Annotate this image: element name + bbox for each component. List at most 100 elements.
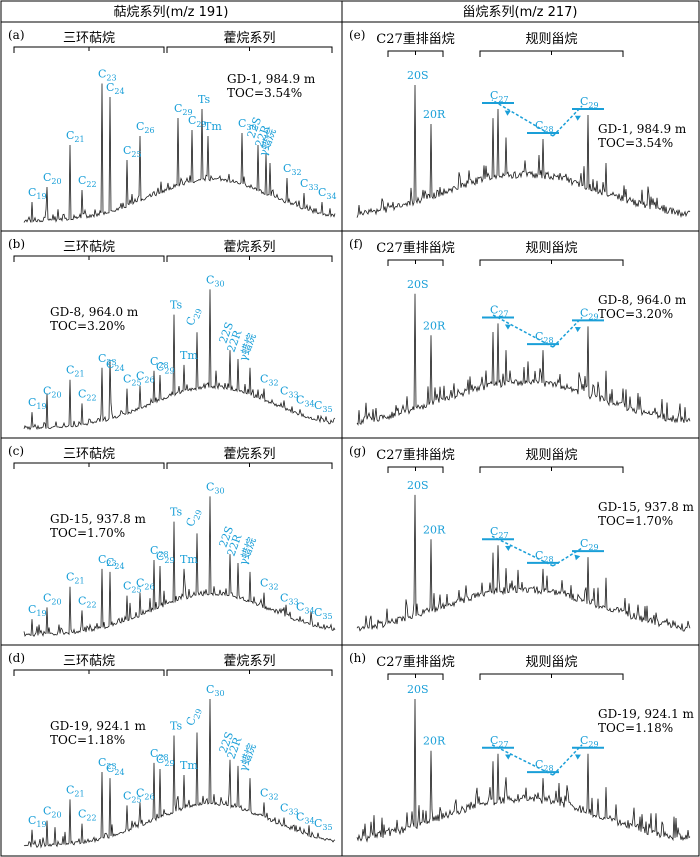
header-sterane-title: 甾烷系列(m/z 217): [463, 5, 578, 20]
hopane-group-label: 藿烷系列: [223, 31, 275, 46]
well-depth-label: GD-1, 984.9 m: [598, 122, 687, 136]
sterane-trace: [356, 494, 691, 632]
chromatogram-panel-b: (b) 三环萜烷 藿烷系列C19C20C21C22C23C24C25C26C28C2…: [8, 237, 336, 431]
arrow-c28-to-c29: [552, 547, 583, 567]
peak-label-c28: C28: [535, 758, 554, 773]
peak-label-c20: C20: [43, 591, 62, 606]
peak-label-tm: Tm: [180, 349, 198, 362]
peak-label-c29ts: C29: [184, 506, 204, 529]
regular-sterane-group-label: 规则甾烷: [525, 241, 577, 256]
peak-label-ts: Ts: [198, 93, 211, 106]
peak-label-c29: C29: [580, 306, 599, 321]
peak-label-c29: C29: [156, 550, 175, 565]
peak-label-c29: C29: [188, 114, 207, 129]
peak-label-c32: C32: [260, 373, 279, 388]
arrow-c28-to-c29: [552, 744, 583, 776]
peak-label-c25: C25: [123, 789, 142, 804]
toc-label: TOC=3.20%: [598, 307, 673, 321]
peak-label-c33: C33: [280, 384, 299, 399]
well-depth-label: GD-8, 964.0 m: [50, 305, 139, 319]
well-depth-label: GD-8, 964.0 m: [598, 293, 687, 307]
peak-label-c25: C25: [123, 373, 142, 388]
hopane-group-label: 藿烷系列: [223, 240, 275, 255]
peak-label-c21: C21: [66, 571, 85, 586]
peak-label-c29: C29: [174, 102, 193, 117]
peak-label-c33: C33: [280, 802, 299, 817]
peak-label-20r: 20R: [423, 523, 446, 536]
arrowhead-icon: [574, 115, 581, 121]
peak-label-c26: C26: [136, 577, 155, 592]
peak-label-c23: C23: [98, 756, 117, 771]
sterane-trace: [356, 698, 691, 843]
panel-label: (h): [349, 651, 366, 665]
peak-label-c24: C24: [106, 81, 125, 96]
panel-label: (g): [349, 444, 366, 458]
arrowhead-icon: [574, 754, 581, 760]
peak-label-c30: C30: [206, 273, 225, 288]
peak-label-c21: C21: [66, 783, 85, 798]
toc-label: TOC=1.18%: [50, 733, 125, 747]
peak-label-c28: C28: [535, 119, 554, 134]
peak-label-c35: C35: [314, 399, 333, 414]
tricyclic-group-label: 三环萜烷: [63, 31, 115, 46]
peak-label-c30: C30: [238, 117, 257, 132]
peak-label-c19: C19: [28, 814, 47, 829]
peak-label-c20: C20: [43, 384, 62, 399]
peak-label-c28: C28: [150, 544, 169, 559]
peak-label-20r: 20R: [423, 735, 446, 748]
peak-label-c29ts: C29: [184, 706, 204, 729]
chromatogram-panel-g: (g) C27重排甾烷 规则甾烷 20S 20R C27 C28 C29 GD-15, 937.…: [349, 444, 695, 632]
arrowhead-icon: [505, 754, 512, 760]
peak-label-20s: 20S: [407, 683, 429, 696]
panel-label: (b): [8, 237, 25, 251]
peak-label-c21: C21: [66, 129, 85, 144]
peak-label-c34: C34: [296, 811, 315, 826]
arrow-c28-to-c27: [491, 535, 554, 567]
peak-label-c33: C33: [280, 591, 299, 606]
peak-label-c32: C32: [260, 786, 279, 801]
peak-label-c19: C19: [28, 396, 47, 411]
panel-label: (a): [8, 28, 25, 42]
regular-sterane-group-label: 规则甾烷: [525, 655, 577, 670]
regular-sterane-group-label: 规则甾烷: [525, 32, 577, 47]
arrow-c28-to-c29: [552, 105, 583, 137]
peak-label-c25: C25: [123, 144, 142, 159]
peak-label-c22: C22: [78, 808, 97, 823]
peak-label-20s: 20S: [407, 278, 429, 291]
peak-label-c27: C27: [490, 525, 509, 540]
arrowhead-icon: [504, 110, 511, 116]
panel-label: (d): [8, 651, 25, 665]
peak-label-tm: Tm: [204, 120, 222, 133]
peak-label-c35: C35: [314, 817, 333, 832]
arrowhead-icon: [505, 545, 512, 551]
peak-label-c29: C29: [580, 734, 599, 749]
toc-label: TOC=3.20%: [50, 319, 125, 333]
peak-label-c28: C28: [150, 355, 169, 370]
panel-label: (f): [349, 237, 363, 251]
peak-label-c27: C27: [490, 89, 509, 104]
peak-label-c22: C22: [78, 387, 97, 402]
tricyclic-group-label: 三环萜烷: [63, 654, 115, 669]
terpane-trace: [23, 496, 336, 637]
peak-label-c34: C34: [296, 393, 315, 408]
chromatogram-panel-e: (e) C27重排甾烷 规则甾烷 20S 20R C27 C28 C29 GD-1, 984.9…: [349, 28, 691, 218]
well-depth-label: GD-19, 924.1 m: [50, 719, 147, 733]
peak-label-c30: C30: [206, 683, 225, 698]
peak-label-c33: C33: [300, 177, 319, 192]
peak-label-c29: C29: [156, 361, 175, 376]
peak-label-c29: C29: [156, 753, 175, 768]
peak-label-c34: C34: [296, 600, 315, 615]
terpane-trace: [23, 698, 336, 849]
sterane-trace: [356, 84, 691, 218]
peak-label-c27: C27: [490, 303, 509, 318]
terpane-trace: [23, 83, 336, 223]
chromatogram-panel-d: (d) 三环萜烷 藿烷系列C19C20C21C22C23C24C25C26C28C2…: [8, 651, 336, 849]
peak-label-c23: C23: [98, 352, 117, 367]
peak-label-c25: C25: [123, 580, 142, 595]
peak-label-c24: C24: [106, 762, 125, 777]
arrow-c28-to-c27: [491, 99, 554, 137]
